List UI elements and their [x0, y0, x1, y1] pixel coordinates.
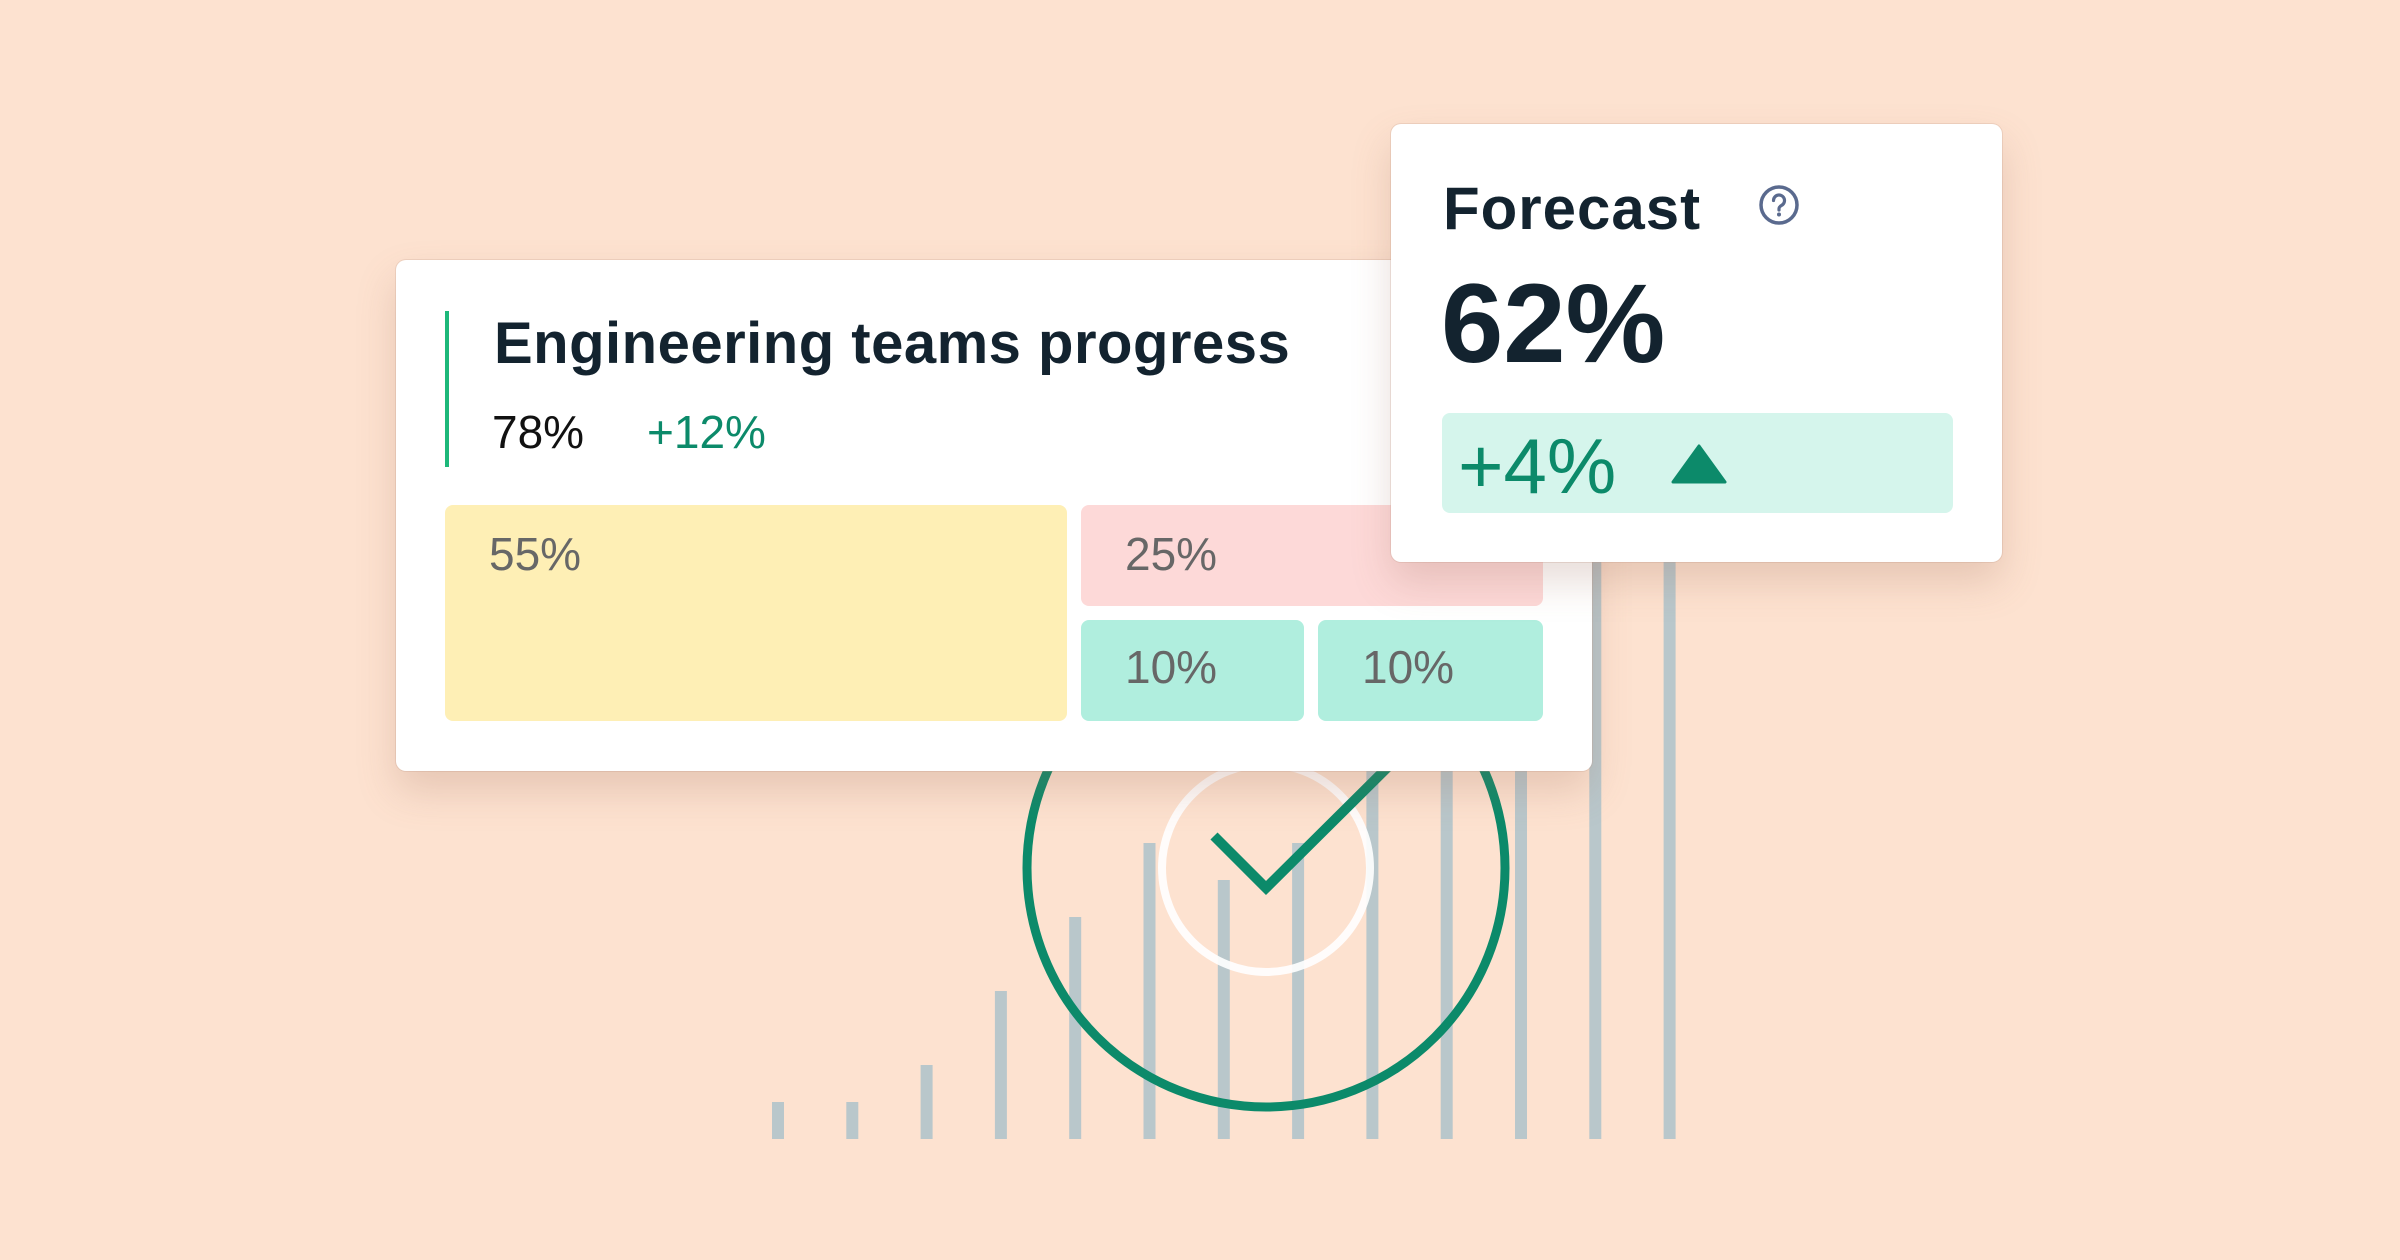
forecast-change-badge: +4%: [1442, 413, 1953, 513]
forecast-change: +4%: [1458, 422, 1617, 510]
decor-bar: [920, 1065, 933, 1139]
treemap-tile[interactable]: 55%: [445, 505, 1067, 721]
question-circle-icon[interactable]: [1758, 184, 1800, 226]
forecast-value: 62%: [1441, 261, 1666, 386]
decor-bar: [1069, 917, 1082, 1139]
card-title: Engineering teams progress: [494, 311, 1291, 376]
decor-bar: [1217, 880, 1230, 1139]
decor-bar: [772, 1102, 784, 1139]
decor-bar: [1143, 843, 1156, 1139]
accent-bar: [445, 311, 449, 467]
treemap-tile[interactable]: 10%: [1081, 620, 1304, 721]
progress-delta: +12%: [647, 406, 766, 458]
forecast-card: Forecast 62% +4%: [1391, 124, 2002, 562]
decor-bar: [994, 991, 1007, 1139]
forecast-title: Forecast: [1443, 175, 1702, 242]
decor-bar: [1292, 843, 1305, 1139]
checkmark-icon: [1210, 751, 1404, 896]
progress-value: 78%: [492, 406, 585, 458]
triangle-up-icon: [1671, 444, 1727, 484]
decor-bar: [846, 1102, 859, 1139]
inner-ring: [1158, 760, 1374, 976]
treemap-tile[interactable]: 10%: [1318, 620, 1543, 721]
